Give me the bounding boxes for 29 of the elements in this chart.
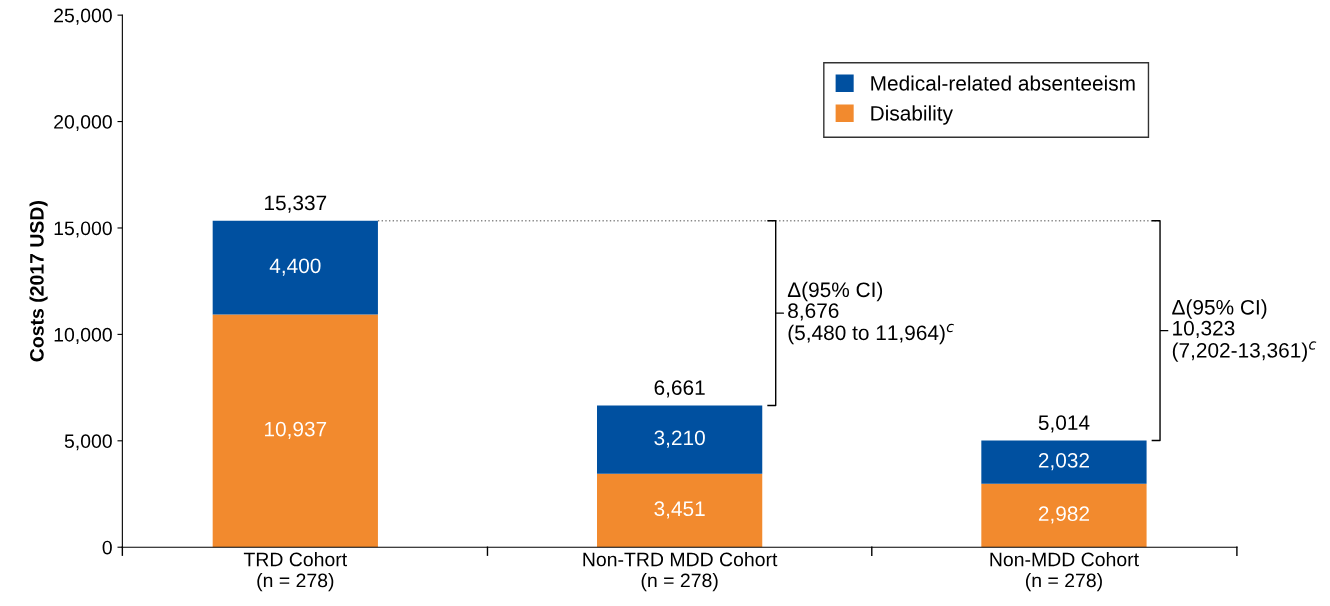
x-tick-label: Non-TRD MDD Cohort (n = 278) (583, 552, 778, 592)
y-tick-label: 5,000 (64, 434, 112, 451)
data-label: 10,937 (265, 421, 327, 439)
legend-label: Disability (871, 105, 953, 125)
data-label: 3,451 (654, 501, 705, 519)
bar (597, 473, 763, 548)
y-tick-label: 10,000 (54, 327, 112, 344)
data-label: 2,982 (1038, 506, 1089, 524)
total-label: 6,661 (654, 380, 705, 398)
x-tick-label: TRD Cohort (n = 278) (243, 552, 348, 592)
data-label: 2,032 (1038, 452, 1089, 471)
legend-label: Medical-related absenteeism (871, 75, 1135, 91)
y-axis-title: Costs (2017 USD) (29, 201, 48, 362)
annotation: Δ(95% CI) 8,676 (5,480 to 11,964)$^{c}$ (787, 281, 954, 345)
total-label: 5,014 (1038, 415, 1090, 433)
y-tick-label: 0 (102, 540, 112, 555)
bar (212, 314, 378, 548)
data-label: 4,400 (269, 258, 321, 276)
y-tick-label: 20,000 (54, 115, 112, 132)
y-tick-label: 15,000 (54, 221, 112, 238)
x-tick-label: Non-MDD Cohort (n = 278) (990, 552, 1139, 592)
y-tick-label: 25,000 (54, 8, 112, 25)
bar (981, 483, 1147, 548)
bar (597, 405, 763, 474)
annotation: Δ(95% CI) 10,323 (7,202-13,361)$^{c}$ (1172, 299, 1317, 362)
bar (212, 220, 378, 315)
bar (981, 440, 1147, 484)
total-label: 15,337 (265, 195, 327, 213)
data-label: 3,210 (654, 430, 705, 448)
